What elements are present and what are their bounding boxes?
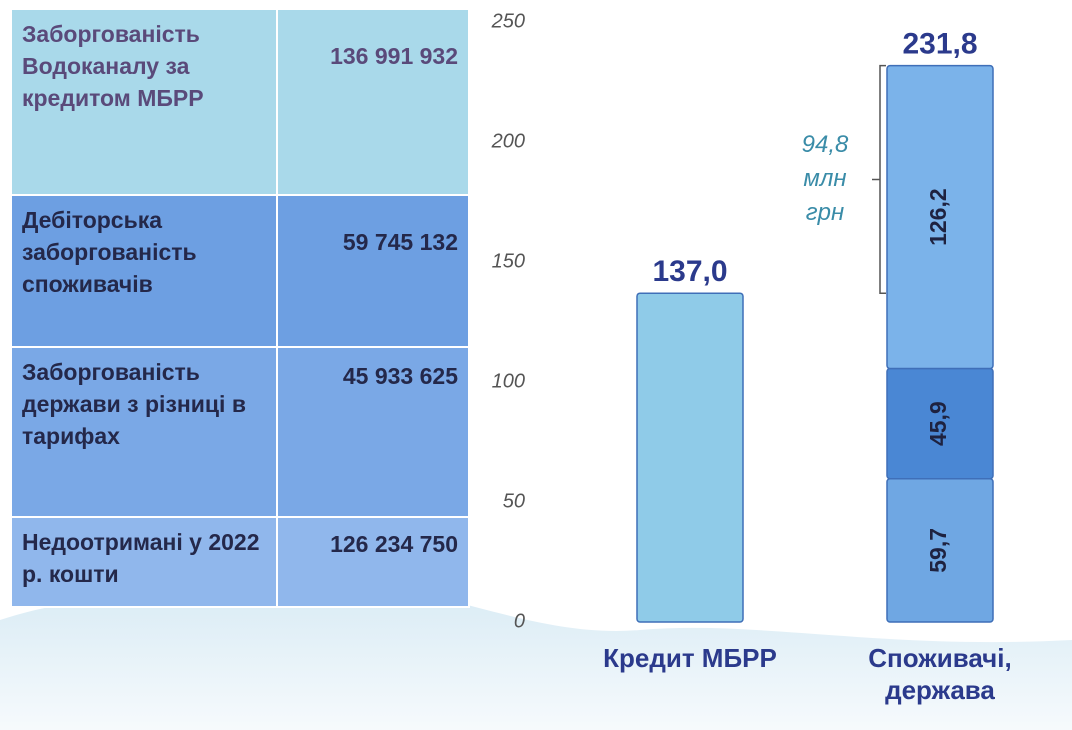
y-tick-label: 250 [491, 10, 525, 32]
annotation-text: грн [806, 199, 844, 226]
total-label: 231,8 [902, 28, 977, 61]
segment-label: 45,9 [925, 401, 951, 446]
y-tick-label: 150 [492, 250, 525, 272]
row-label: Недоотримані у 2022 р. кошти [10, 516, 278, 608]
row-label: Заборгованість держави з різниці в тариф… [10, 346, 278, 518]
row-value: 45 933 625 [276, 346, 470, 518]
bar-segment [886, 64, 994, 370]
debt-table: Заборгованість Водоканалу за кредитом МБ… [10, 8, 470, 608]
annotation-text: 94,8 [802, 131, 849, 158]
row-label: Заборгованість Водоканалу за кредитом МБ… [10, 8, 278, 196]
x-tick-label: Споживачі, держава [868, 643, 1012, 705]
row-label: Дебіторська заборгованість споживачів [10, 194, 278, 348]
row-value: 59 745 132 [276, 194, 470, 348]
row-value: 126 234 750 [276, 516, 470, 608]
annotation-text: млн [803, 165, 846, 192]
bar-segment [636, 292, 744, 623]
total-label: 137,0 [652, 255, 727, 288]
y-tick-label: 0 [514, 610, 525, 632]
bracket [872, 64, 886, 294]
segment-label: 126,2 [925, 188, 951, 246]
y-tick-label: 100 [492, 370, 525, 392]
y-tick-label: 50 [503, 490, 525, 512]
x-tick-label: Кредит МБРР [603, 643, 777, 673]
y-tick-label: 200 [491, 130, 525, 152]
row-value: 136 991 932 [276, 8, 470, 196]
segment-label: 59,7 [925, 528, 951, 573]
